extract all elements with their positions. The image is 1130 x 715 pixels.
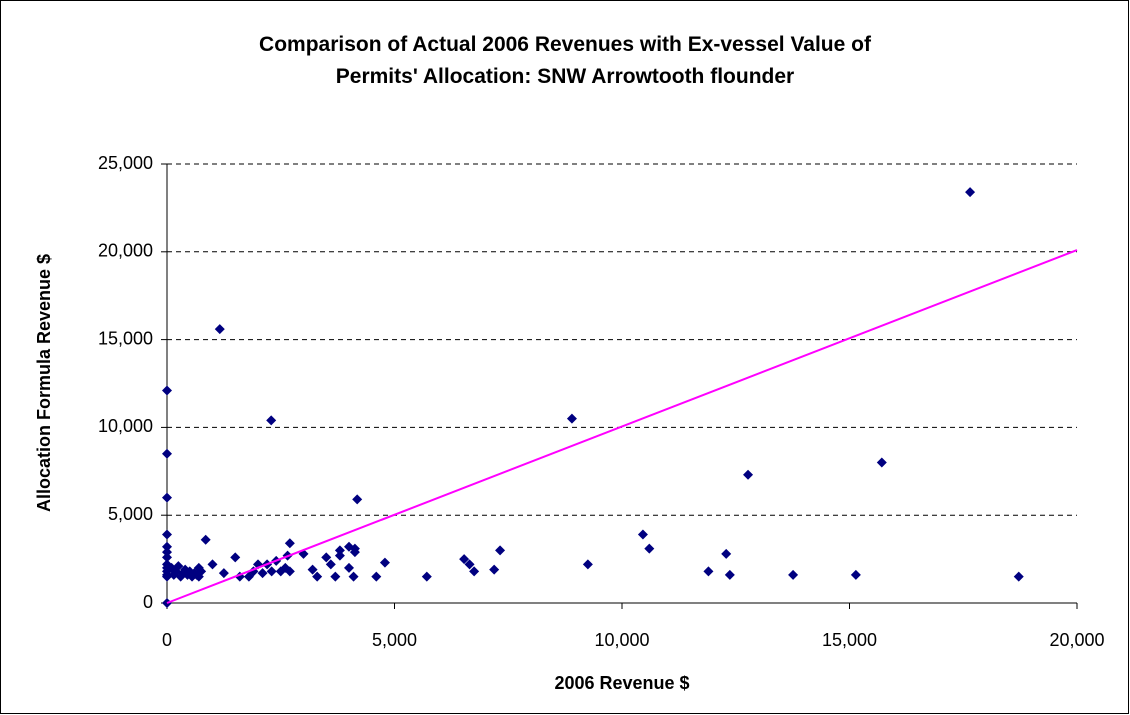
trend-line	[166, 249, 1078, 604]
point	[330, 571, 341, 582]
point	[284, 538, 295, 549]
point	[1013, 571, 1024, 582]
x-tick-label: 10,000	[594, 630, 649, 650]
point	[489, 564, 500, 575]
y-tick-label: 0	[143, 592, 153, 612]
x-tick-label: 20,000	[1049, 630, 1104, 650]
point	[703, 566, 714, 577]
point	[724, 569, 735, 580]
point	[743, 469, 754, 480]
point	[162, 571, 172, 582]
point	[173, 561, 184, 572]
y-tick-label: 10,000	[98, 416, 153, 436]
point	[200, 534, 211, 545]
point	[162, 492, 172, 503]
point	[644, 543, 655, 554]
point	[162, 547, 172, 558]
point	[349, 547, 360, 558]
point	[464, 559, 475, 570]
x-tick-label: 0	[162, 630, 172, 650]
point	[495, 545, 506, 556]
point	[193, 571, 204, 582]
x-axis-label: 2006 Revenue $	[554, 673, 689, 693]
point	[876, 457, 887, 468]
point	[566, 413, 577, 424]
x-tick-label: 15,000	[822, 630, 877, 650]
point	[421, 571, 432, 582]
point	[344, 562, 354, 573]
point	[162, 529, 172, 540]
point	[325, 559, 336, 570]
y-tick-label: 25,000	[98, 153, 153, 173]
point	[307, 564, 318, 575]
point	[582, 559, 593, 570]
point	[214, 324, 225, 335]
point	[312, 571, 323, 582]
y-tick-label: 5,000	[108, 504, 153, 524]
point	[321, 552, 332, 563]
y-tick-label: 15,000	[98, 328, 153, 348]
x-tick-label: 5,000	[372, 630, 417, 650]
point	[248, 566, 259, 577]
point	[850, 569, 861, 580]
point	[788, 569, 799, 580]
point	[334, 550, 345, 561]
point	[257, 568, 268, 579]
point	[637, 529, 648, 540]
point	[207, 559, 218, 570]
y-axis-label: Allocation Formula Revenue $	[34, 254, 54, 512]
point	[965, 187, 976, 198]
y-tick-label: 20,000	[98, 241, 153, 261]
point	[266, 415, 277, 426]
point	[379, 557, 390, 568]
point	[371, 571, 382, 582]
point	[230, 552, 241, 563]
point	[459, 554, 470, 565]
chart-title: Comparison of Actual 2006 Revenues with …	[259, 33, 872, 88]
point	[266, 566, 277, 577]
point	[352, 494, 363, 505]
point	[162, 385, 172, 396]
point	[721, 548, 732, 559]
point	[162, 448, 172, 459]
point	[284, 566, 295, 577]
point	[162, 552, 172, 563]
point	[162, 541, 172, 552]
point	[348, 571, 359, 582]
point	[218, 568, 229, 579]
point	[334, 545, 345, 556]
point	[469, 566, 480, 577]
